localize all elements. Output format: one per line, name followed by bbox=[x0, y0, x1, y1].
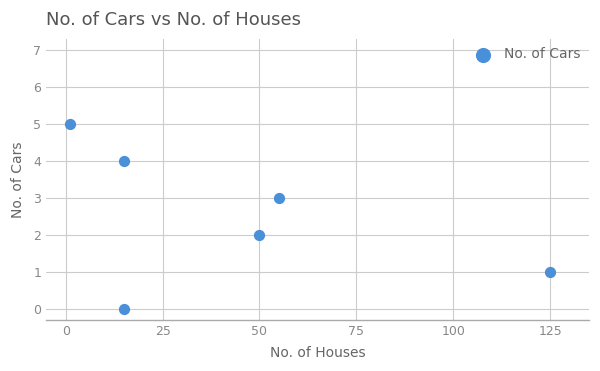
No. of Cars bbox=[274, 195, 284, 201]
No. of Cars bbox=[119, 306, 128, 312]
No. of Cars bbox=[254, 232, 264, 238]
No. of Cars bbox=[545, 269, 555, 275]
No. of Cars bbox=[65, 121, 74, 127]
X-axis label: No. of Houses: No. of Houses bbox=[270, 346, 365, 360]
No. of Cars bbox=[119, 158, 128, 164]
Text: No. of Cars vs No. of Houses: No. of Cars vs No. of Houses bbox=[46, 11, 301, 29]
Y-axis label: No. of Cars: No. of Cars bbox=[11, 141, 25, 218]
Legend: No. of Cars: No. of Cars bbox=[464, 42, 586, 67]
